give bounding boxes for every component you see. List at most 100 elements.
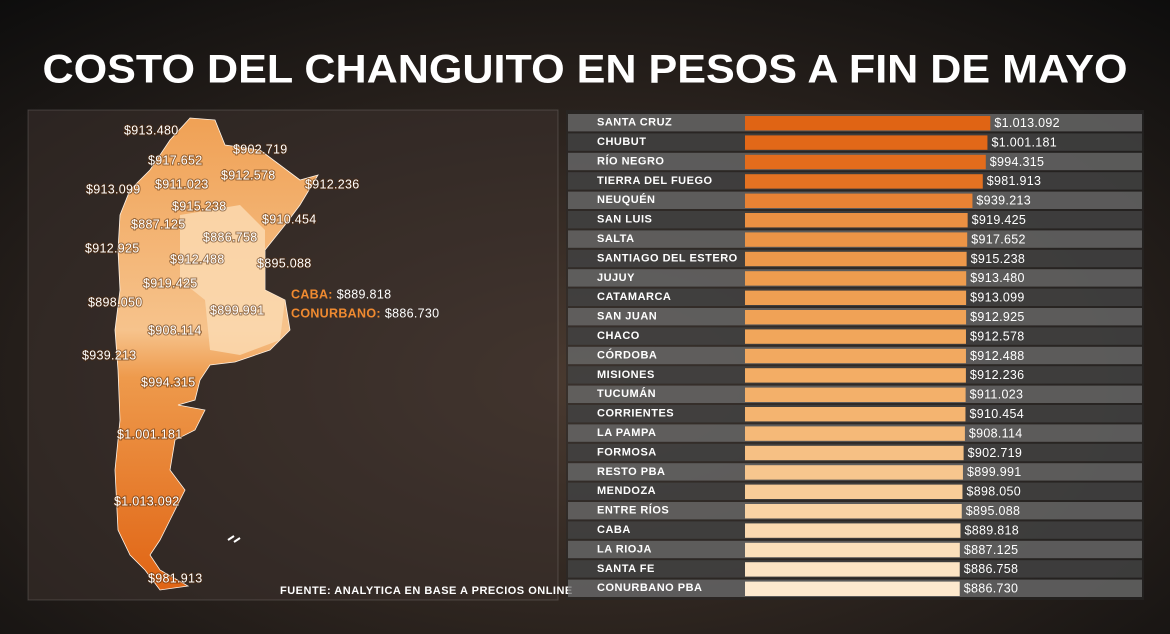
bar	[745, 542, 960, 558]
value-label: $910.454	[969, 407, 1024, 421]
map-label: $913.480	[124, 123, 179, 137]
map-label: $912.488	[170, 252, 225, 266]
map-label: $912.578	[221, 168, 276, 182]
category-label: RÍO NEGRO	[597, 154, 664, 167]
map-label: $915.238	[172, 199, 227, 213]
category-label: SANTIAGO DEL ESTERO	[597, 252, 738, 264]
category-label: CORRIENTES	[597, 408, 674, 420]
bar	[745, 465, 963, 480]
category-label: FORMOSA	[597, 446, 657, 458]
map-region	[180, 205, 285, 355]
category-label: LA PAMPA	[597, 427, 656, 439]
value-label: $887.125	[964, 543, 1019, 557]
bar	[745, 271, 967, 286]
category-label: NEUQUÉN	[597, 193, 656, 206]
bar	[745, 213, 968, 228]
map-label: $981.913	[148, 571, 203, 585]
category-label: JUJUY	[597, 272, 635, 284]
bar	[745, 581, 960, 596]
category-label: TUCUMÁN	[597, 387, 656, 400]
map-label: $910.454	[262, 212, 317, 226]
category-label: SAN LUIS	[597, 214, 652, 226]
map-label: $919.425	[143, 276, 198, 290]
category-label: CABA	[597, 524, 631, 536]
category-label: LA RIOJA	[597, 543, 652, 555]
map-label: $917.652	[148, 153, 203, 167]
value-label: $1.001.181	[991, 135, 1057, 149]
islands	[227, 535, 241, 543]
bar	[745, 251, 967, 267]
bar	[745, 154, 986, 170]
value-label: $981.913	[987, 174, 1042, 188]
map-label: $911.023	[155, 177, 209, 191]
map-annotation: CABA:	[291, 287, 333, 301]
map-label: $902.719	[233, 142, 288, 156]
map-annotation-value: $886.730	[385, 306, 440, 320]
map-label: $899.991	[210, 303, 265, 317]
value-label: $886.758	[964, 562, 1019, 576]
map-annotation: CONURBANO:	[291, 306, 381, 320]
value-label: $912.236	[970, 368, 1025, 382]
map-label: $886.758	[203, 230, 258, 244]
bar	[745, 232, 968, 247]
value-label: $917.652	[971, 232, 1026, 246]
category-label: ENTRE RÍOS	[597, 504, 669, 517]
map-label: $912.925	[85, 241, 140, 255]
value-label: $919.425	[972, 213, 1027, 227]
value-label: $886.730	[964, 582, 1019, 596]
bar	[745, 445, 964, 461]
bar	[745, 116, 991, 131]
source: FUENTE: ANALYTICA EN BASE A PRECIOS ONLI…	[280, 585, 573, 597]
map-shape	[114, 117, 319, 591]
value-label: $898.050	[966, 485, 1021, 499]
bar	[745, 562, 960, 577]
chart-title: COSTO DEL CHANGUITO EN PESOS A FIN DE MA…	[43, 48, 1128, 92]
value-label: $889.818	[964, 523, 1019, 537]
map-label: $994.315	[141, 375, 196, 389]
bar	[745, 504, 962, 519]
value-label: $939.213	[976, 194, 1031, 208]
bar	[745, 310, 967, 325]
category-label: CATAMARCA	[597, 291, 671, 303]
category-label: RESTO PBA	[597, 466, 665, 478]
bar	[745, 135, 988, 150]
category-label: SANTA FE	[597, 563, 655, 575]
value-label: $899.991	[967, 465, 1022, 479]
category-label: CHACO	[597, 330, 640, 342]
value-label: $911.023	[970, 388, 1024, 402]
map-label: $895.088	[257, 256, 312, 270]
map-label: $898.050	[88, 295, 143, 309]
value-label: $913.480	[970, 271, 1025, 285]
map-label: $887.125	[131, 217, 186, 231]
category-label: SAN JUAN	[597, 311, 657, 323]
map-label: $1.001.181	[117, 427, 183, 441]
bar	[745, 368, 966, 383]
bar	[745, 193, 973, 208]
bar	[745, 348, 966, 364]
category-label: TIERRA DEL FUEGO	[597, 175, 713, 187]
category-label: SANTA CRUZ	[597, 117, 672, 129]
value-label: $895.088	[966, 504, 1021, 518]
bar	[745, 174, 983, 189]
map-label: $908.114	[148, 323, 202, 337]
bar	[745, 484, 963, 499]
value-label: $908.114	[969, 426, 1023, 440]
bar	[745, 426, 965, 441]
map-label: $913.099	[86, 182, 141, 196]
category-label: CÓRDOBA	[597, 348, 657, 361]
category-label: CONURBANO PBA	[597, 582, 703, 594]
map-label: $939.213	[82, 348, 137, 362]
value-label: $912.488	[970, 349, 1025, 363]
bar	[745, 290, 967, 305]
bar	[745, 387, 966, 402]
map-label: $1.013.092	[114, 494, 180, 508]
map-label: $912.236	[305, 177, 360, 191]
bar	[745, 329, 966, 344]
category-label: SALTA	[597, 233, 635, 245]
value-label: $902.719	[968, 446, 1023, 460]
category-label: MISIONES	[597, 369, 655, 381]
bar	[745, 523, 961, 538]
value-label: $913.099	[970, 291, 1025, 305]
category-label: CHUBUT	[597, 136, 646, 148]
